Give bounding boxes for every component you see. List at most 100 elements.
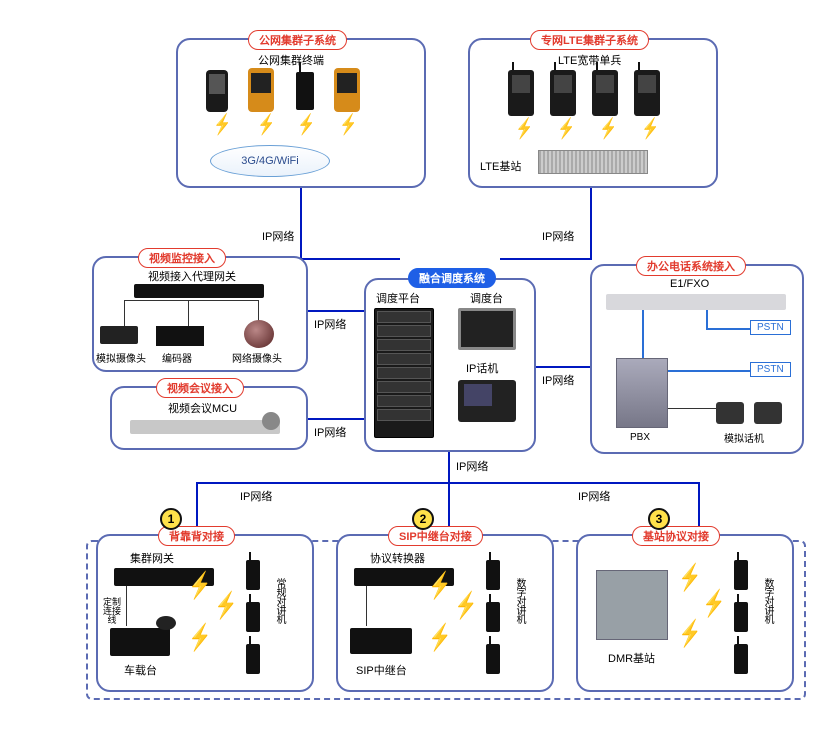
device-walkie [246, 602, 260, 632]
lightning-icon: ⚡ [600, 116, 617, 141]
lightning-icon: ⚡ [214, 112, 231, 137]
lightning-icon: ⚡ [189, 570, 212, 601]
device-walkie [246, 560, 260, 590]
lightning-icon: ⚡ [642, 116, 659, 141]
lightning-icon: ⚡ [258, 112, 275, 137]
connector [500, 258, 592, 260]
cloud-3g4g: 3G/4G/WiFi [210, 145, 330, 177]
device-video-gw [134, 284, 264, 298]
label-ipcam: 网络摄像头 [232, 350, 282, 365]
label-encoder: 编码器 [162, 350, 192, 365]
lightning-icon: ⚡ [189, 622, 212, 653]
title-b3: 基站协议对接 [632, 526, 720, 546]
badge-1: 1 [160, 508, 182, 530]
device-dmr-bs [596, 570, 668, 640]
wire [188, 300, 189, 326]
label-rtype-1: 常规对讲机 [272, 578, 287, 623]
title-office: 办公电话系统接入 [636, 256, 746, 276]
lightning-icon: ⚡ [558, 116, 575, 141]
device-radio-1 [296, 72, 314, 110]
device-walkie [486, 644, 500, 674]
connector [308, 418, 364, 420]
conn-label-ip: IP网络 [454, 458, 490, 474]
device-analog-phone-1 [716, 402, 744, 424]
lightning-icon: ⚡ [340, 112, 357, 137]
conn-label-ip: IP网络 [238, 488, 274, 504]
label-ipphone: IP话机 [466, 360, 498, 376]
device-encoder [156, 326, 204, 346]
connector [448, 452, 450, 482]
device-walkie [734, 602, 748, 632]
device-mic [156, 616, 176, 630]
badge-3: 3 [648, 508, 670, 530]
label-rtype-2: 数字对讲机 [512, 578, 527, 623]
label-e1: E1/FXO [670, 278, 709, 290]
label-pbx: PBX [630, 432, 650, 443]
wire [668, 370, 750, 372]
device-analog-phone-2 [754, 402, 782, 424]
wire [366, 586, 367, 626]
title-video-conf: 视频会议接入 [156, 378, 244, 398]
device-walkie [734, 560, 748, 590]
device-e1-gateway [606, 294, 786, 310]
label-car: 车载台 [124, 662, 157, 678]
wire [642, 310, 644, 358]
label-lte-base: LTE基站 [480, 158, 521, 174]
device-mcu [130, 420, 280, 434]
device-car-radio [110, 628, 170, 656]
label-mcu: 视频会议MCU [168, 400, 237, 416]
lightning-icon: ⚡ [679, 618, 702, 649]
connector [308, 310, 364, 312]
conn-label-ip: IP网络 [260, 228, 296, 244]
badge-2: 2 [412, 508, 434, 530]
label-analog-phone: 模拟话机 [724, 430, 764, 445]
wire [706, 328, 750, 330]
device-ip-cam [244, 320, 274, 348]
connector [536, 366, 590, 368]
connector [300, 188, 302, 258]
conn-label-ip: IP网络 [312, 316, 348, 332]
lightning-icon: ⚡ [679, 562, 702, 593]
conn-label-ip: IP网络 [576, 488, 612, 504]
title-b2: SIP中继台对接 [388, 526, 483, 546]
title-public: 公网集群子系统 [248, 30, 347, 50]
device-walkie [486, 602, 500, 632]
label-dmr: DMR基站 [608, 650, 655, 666]
connector [300, 258, 400, 260]
cloud-label: 3G/4G/WiFi [241, 155, 298, 167]
device-phone-1 [206, 70, 228, 112]
conn-label-ip: IP网络 [540, 228, 576, 244]
device-monitor [458, 308, 516, 350]
label-rtype-3: 数字对讲机 [760, 578, 775, 623]
wire [124, 300, 258, 301]
label-public-sub: 公网集群终端 [258, 52, 324, 68]
label-pstn-2: PSTN [750, 362, 791, 377]
conn-label-ip: IP网络 [540, 372, 576, 388]
connector [590, 188, 592, 258]
title-lte: 专网LTE集群子系统 [530, 30, 649, 50]
label-pstn-1: PSTN [750, 320, 791, 335]
device-pbx [616, 358, 668, 428]
lightning-icon: ⚡ [703, 588, 726, 619]
device-phone-2 [248, 68, 274, 112]
label-conv: 协议转换器 [370, 550, 425, 566]
device-lte-base [538, 150, 648, 174]
conn-label-ip: IP网络 [312, 424, 348, 440]
device-ipphone [458, 380, 516, 422]
title-video-mon: 视频监控接入 [138, 248, 226, 268]
device-analog-cam [100, 326, 138, 344]
lightning-icon: ⚡ [429, 570, 452, 601]
wire [706, 310, 708, 328]
label-sip: SIP中继台 [356, 662, 407, 678]
device-mcu-cam [262, 412, 280, 430]
lightning-icon: ⚡ [429, 622, 452, 653]
label-analog-cam: 模拟摄像头 [96, 350, 146, 365]
label-vgw: 视频接入代理网关 [148, 268, 236, 284]
device-sip-rep [350, 628, 412, 654]
device-lte-1 [508, 70, 534, 116]
lightning-icon: ⚡ [516, 116, 533, 141]
device-walkie [486, 560, 500, 590]
label-dispatch-console: 调度台 [470, 290, 503, 306]
lightning-icon: ⚡ [455, 590, 478, 621]
device-phone-3 [334, 68, 360, 112]
